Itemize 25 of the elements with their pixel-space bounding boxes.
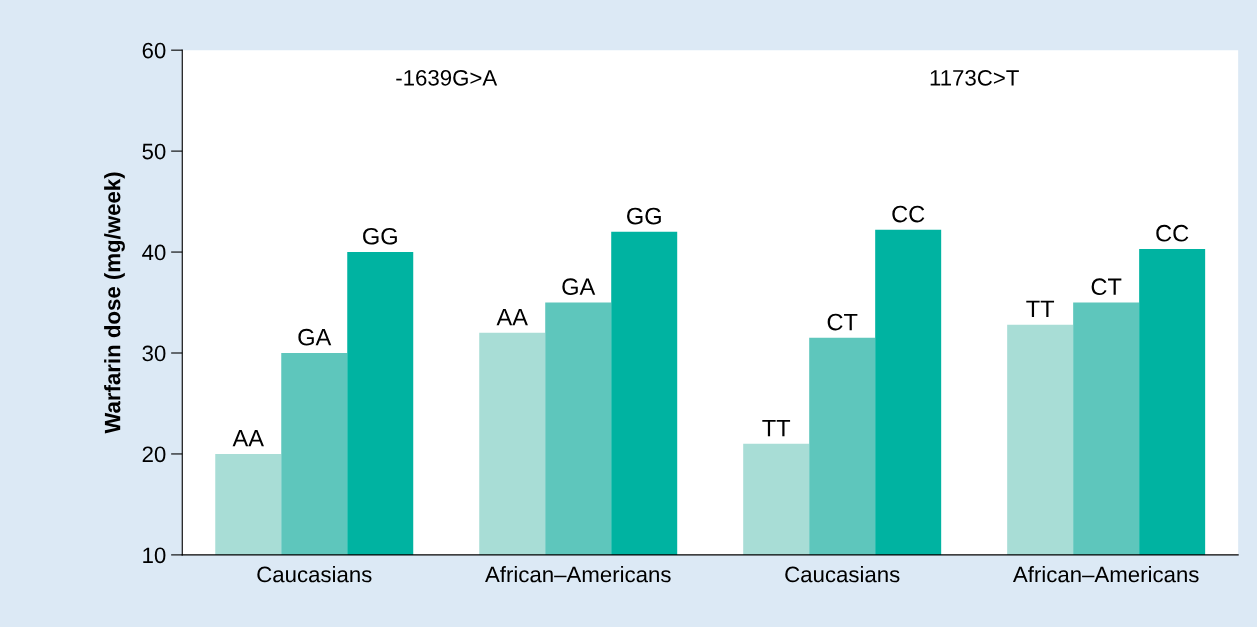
annotation: 1173C>T xyxy=(930,69,1019,86)
data-label: TT xyxy=(762,419,791,437)
data-label: AA xyxy=(232,430,264,447)
y-tick-label: 50 xyxy=(142,143,166,160)
x-tick-label: African–Americans xyxy=(1012,566,1199,583)
data-label: CC xyxy=(1156,224,1189,242)
data-label: TT xyxy=(1026,300,1055,318)
y-tick-label: 30 xyxy=(142,345,166,362)
x-tick-label: African–Americans xyxy=(485,566,671,583)
y-tick-label: 20 xyxy=(142,446,166,463)
data-label: CT xyxy=(827,313,858,331)
y-tick-label: 40 xyxy=(142,244,166,261)
x-tick-label: Caucasians xyxy=(257,566,372,583)
data-label: GA xyxy=(562,278,596,296)
annotation: -1639G>A xyxy=(396,69,498,86)
data-label: GG xyxy=(363,227,397,245)
data-label: AA xyxy=(496,308,528,326)
y-axis-title: Warfarin dose (mg/week) xyxy=(104,172,125,434)
data-label: CT xyxy=(1091,278,1122,296)
data-label: CC xyxy=(892,205,925,223)
y-tick-label: 60 xyxy=(142,42,166,59)
data-label: GA xyxy=(298,328,332,346)
x-tick-label: Caucasians xyxy=(785,566,900,583)
y-tick-label: 10 xyxy=(143,547,166,564)
data-label: GG xyxy=(627,207,661,225)
